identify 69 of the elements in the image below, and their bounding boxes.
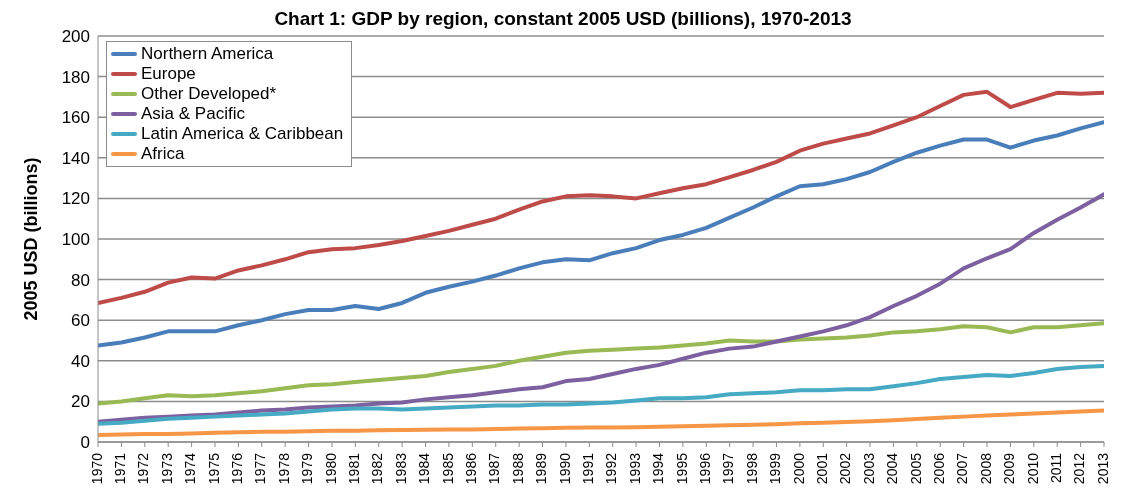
legend-label: Africa (141, 144, 185, 164)
x-tick-label: 1973 (158, 452, 175, 485)
x-tick-label: 1992 (603, 452, 620, 485)
x-tick-label: 2001 (813, 452, 830, 485)
y-tick-label: 180 (61, 67, 90, 87)
y-tick-label: 160 (61, 108, 90, 128)
x-tick-label: 2008 (977, 452, 994, 485)
x-tick-label: 1982 (369, 452, 386, 485)
legend-label: Latin America & Caribbean (141, 124, 344, 144)
chart-title: Chart 1: GDP by region, constant 2005 USD (billions), 1970-2013 (274, 8, 852, 29)
x-tick-label: 1979 (299, 452, 316, 485)
x-tick-label: 2013 (1094, 452, 1111, 485)
x-tick-label: 2011 (1047, 452, 1064, 484)
line-series (98, 363, 1104, 426)
x-tick-label: 1994 (650, 452, 667, 485)
x-tick-label: 1981 (346, 452, 363, 485)
x-tick-label: 1999 (767, 452, 784, 485)
y-tick-label: 80 (71, 270, 90, 290)
x-tick-label: 1970 (88, 452, 105, 485)
y-tick-label: 20 (71, 392, 90, 412)
line-series (98, 192, 1104, 424)
x-tick-label: 2004 (884, 452, 901, 485)
legend-label: Northern America (141, 44, 274, 64)
x-tick-label: 1991 (580, 452, 597, 485)
x-tick-label: 1996 (696, 452, 713, 485)
x-tick-label: 1989 (533, 452, 550, 485)
x-tick-label: 2002 (837, 452, 854, 485)
x-tick-label: 1997 (720, 452, 737, 485)
y-tick-label: 60 (71, 311, 90, 331)
x-tick-label: 1972 (135, 452, 152, 485)
x-tick-label: 1998 (743, 452, 760, 485)
x-tick-label: 1993 (626, 452, 643, 485)
line-series (98, 408, 1104, 437)
y-tick-label: 200 (61, 27, 90, 47)
line-series (98, 321, 1104, 406)
line-series (98, 120, 1104, 348)
legend-label: Other Developed* (141, 84, 277, 104)
legend-label: Asia & Pacific (141, 104, 245, 124)
x-tick-label: 2009 (1001, 452, 1018, 485)
x-tick-label: 2010 (1024, 452, 1041, 485)
x-tick-label: 2003 (860, 452, 877, 485)
x-tick-label: 2005 (907, 452, 924, 485)
y-tick-label: 0 (80, 433, 90, 453)
x-tick-label: 1980 (322, 452, 339, 485)
y-axis-title: 2005 USD (billions) (21, 157, 42, 321)
y-tick-label: 40 (71, 351, 90, 371)
x-tick-label: 1988 (509, 452, 526, 485)
legend-label: Europe (141, 64, 196, 84)
y-tick-label: 140 (61, 148, 90, 168)
x-tick-label: 2000 (790, 452, 807, 485)
line-series (98, 89, 1104, 305)
x-tick-label: 1985 (439, 452, 456, 485)
x-tick-label: 1983 (392, 452, 409, 485)
x-tick-label: 2007 (954, 452, 971, 485)
x-tick-label: 1975 (205, 452, 222, 485)
x-tick-label: 1971 (112, 452, 129, 485)
x-tick-label: 2012 (1071, 452, 1088, 485)
x-tick-label: 1995 (673, 452, 690, 485)
y-tick-label: 100 (61, 230, 90, 250)
x-tick-label: 2006 (930, 452, 947, 485)
y-tick-label: 120 (61, 189, 90, 209)
x-tick-label: 1978 (275, 452, 292, 485)
x-tick-label: 1984 (416, 452, 433, 485)
x-tick-label: 1977 (252, 452, 269, 485)
x-tick-label: 1974 (182, 452, 199, 485)
x-tick-label: 1976 (229, 452, 246, 485)
x-tick-label: 1986 (463, 452, 480, 485)
x-tick-label: 1990 (556, 452, 573, 485)
x-tick-label: 1987 (486, 452, 503, 485)
